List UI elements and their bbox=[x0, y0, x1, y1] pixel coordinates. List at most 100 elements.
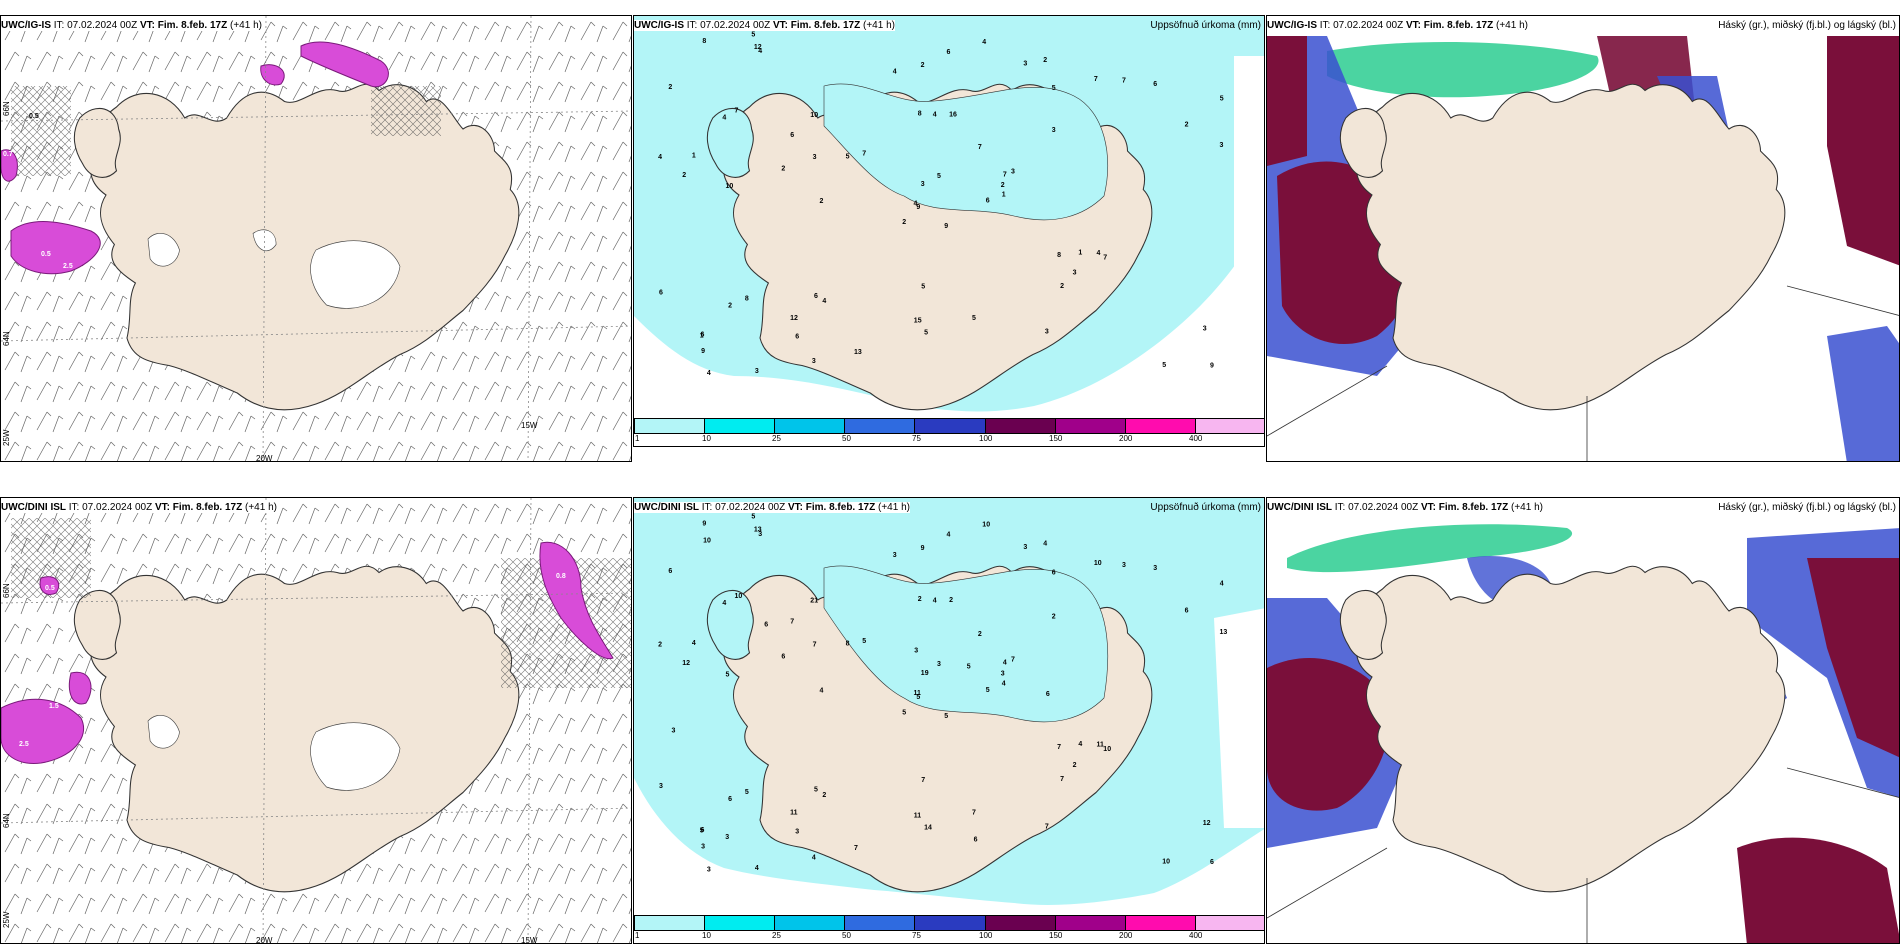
precip-value: 3 bbox=[1203, 325, 1207, 332]
lat-label-64n: 64N bbox=[2, 331, 11, 346]
precip-value: 2 bbox=[1073, 762, 1077, 769]
panel-field-label: Uppsöfnuð úrkoma (mm) bbox=[1150, 502, 1261, 513]
precip-value: 4 bbox=[933, 597, 937, 604]
precip-value: 8 bbox=[745, 295, 749, 302]
precip-value: 2 bbox=[1052, 613, 1056, 620]
precip-value: 4 bbox=[755, 865, 759, 872]
precip-value: 5 bbox=[972, 315, 976, 322]
cloud-map bbox=[1267, 16, 1899, 461]
precip-value: 10 bbox=[735, 593, 743, 600]
precip-value: 3 bbox=[707, 867, 711, 874]
panel-field-label: Uppsöfnuð úrkoma (mm) bbox=[1150, 20, 1261, 31]
precip-value: 6 bbox=[659, 290, 663, 297]
precip-value: 3 bbox=[701, 844, 705, 851]
precip-value: 4 bbox=[707, 370, 711, 377]
precip-value: 5 bbox=[846, 153, 850, 160]
precip-value: 5 bbox=[986, 687, 990, 694]
precip-value: 3 bbox=[937, 661, 941, 668]
magenta-value: 0.7 bbox=[3, 151, 13, 158]
precip-value: 7 bbox=[1057, 744, 1061, 751]
precip-value: 5 bbox=[751, 513, 755, 520]
precip-value: 2 bbox=[1001, 182, 1005, 189]
precip-value: 7 bbox=[1045, 823, 1049, 830]
precip-value: 8 bbox=[918, 111, 922, 118]
precip-value: 5 bbox=[902, 710, 906, 717]
lat-label-66n: 66N bbox=[2, 583, 11, 598]
precip-value: 4 bbox=[1002, 681, 1006, 688]
precip-value: 9 bbox=[921, 545, 925, 552]
precip-map: 9496742165649105233878796437722834153107… bbox=[634, 16, 1264, 446]
precip-value: 4 bbox=[722, 600, 726, 607]
precip-value: 5 bbox=[862, 638, 866, 645]
precip-value: 5 bbox=[726, 672, 730, 679]
precip-value: 9 bbox=[944, 223, 948, 230]
precip-value: 4 bbox=[893, 68, 897, 75]
map-panel-clouds-dini bbox=[1266, 497, 1900, 944]
precip-value: 3 bbox=[795, 829, 799, 836]
precip-value: 5 bbox=[921, 284, 925, 291]
precip-value: 21 bbox=[810, 598, 818, 605]
precip-value: 5 bbox=[924, 329, 928, 336]
precip-value: 7 bbox=[813, 641, 817, 648]
precip-value: 6 bbox=[1046, 691, 1050, 698]
precip-value: 7 bbox=[790, 619, 794, 626]
precip-value: 9 bbox=[701, 348, 705, 355]
precip-value: 1 bbox=[1078, 250, 1082, 257]
precip-value: 7 bbox=[972, 810, 976, 817]
panel-title: UWC/IG-IS IT: 07.02.2024 00Z VT: Fim. 8.… bbox=[1, 20, 262, 31]
precip-value: 10 bbox=[1103, 746, 1111, 753]
precip-value: 6 bbox=[814, 293, 818, 300]
precip-value: 10 bbox=[1094, 560, 1102, 567]
precip-value: 6 bbox=[668, 568, 672, 575]
precip-map: 5456424265365452422553347101091271311111… bbox=[634, 498, 1264, 943]
precip-value: 11 bbox=[914, 690, 922, 697]
precip-value: 4 bbox=[1097, 250, 1101, 257]
precip-value: 19 bbox=[921, 670, 929, 677]
precip-value: 2 bbox=[921, 62, 925, 69]
precip-value: 1 bbox=[1002, 191, 1006, 198]
precip-value: 3 bbox=[672, 727, 676, 734]
panel-header: UWC/DINI ISL IT: 07.02.2024 00Z VT: Fim.… bbox=[633, 502, 1265, 516]
precip-value: 6 bbox=[974, 837, 978, 844]
precip-value: 10 bbox=[1162, 859, 1170, 866]
magenta-value: 2.5 bbox=[63, 263, 73, 270]
precip-values: 5456424265365452422553347101091271311111… bbox=[658, 513, 1227, 873]
precip-value: 7 bbox=[921, 777, 925, 784]
precip-value: 8 bbox=[846, 641, 850, 648]
precip-value: 6 bbox=[790, 132, 794, 139]
precip-value: 7 bbox=[1103, 254, 1107, 261]
lat-label-66n: 66N bbox=[2, 101, 11, 116]
precip-value: 6 bbox=[701, 827, 705, 834]
precip-legend bbox=[634, 915, 1264, 931]
precip-value: 7 bbox=[1003, 172, 1007, 179]
magenta-value: 0.5 bbox=[45, 585, 55, 592]
magenta-value: 0.5 bbox=[41, 251, 51, 258]
precip-value: 4 bbox=[982, 39, 986, 46]
precip-value: 8 bbox=[702, 38, 706, 45]
precip-value: 5 bbox=[1220, 96, 1224, 103]
precip-value: 7 bbox=[1094, 76, 1098, 83]
panel-title: UWC/IG-IS IT: 07.02.2024 00Z VT: Fim. 8.… bbox=[634, 20, 895, 31]
precip-value: 5 bbox=[937, 173, 941, 180]
panel-title: UWC/DINI ISL IT: 07.02.2024 00Z VT: Fim.… bbox=[1, 502, 277, 513]
panel-title: UWC/IG-IS IT: 07.02.2024 00Z VT: Fim. 8.… bbox=[1267, 20, 1528, 31]
precip-value: 3 bbox=[1023, 61, 1027, 68]
precip-value: 3 bbox=[1220, 142, 1224, 149]
precip-value: 12 bbox=[1203, 820, 1211, 827]
precip-value: 7 bbox=[862, 151, 866, 158]
precip-value: 2 bbox=[820, 198, 824, 205]
precip-values: 9496742165649105233878796437722834153107… bbox=[658, 31, 1224, 377]
map-panel-wind-ig: 2.5 0.7 0.5 0.5 20W 15W 66N 64N 25W bbox=[0, 15, 632, 462]
lon-label-25w: 25W bbox=[2, 911, 11, 928]
precip-value: 6 bbox=[781, 654, 785, 661]
precip-value: 6 bbox=[795, 333, 799, 340]
precip-value: 3 bbox=[914, 648, 918, 655]
precip-value: 5 bbox=[944, 713, 948, 720]
precip-value: 3 bbox=[812, 358, 816, 365]
precip-value: 2 bbox=[822, 792, 826, 799]
precip-value: 3 bbox=[755, 368, 759, 375]
cloud-map bbox=[1267, 498, 1899, 943]
map-panel-precip-dini: 5 4 5 6 4 2 4 2 6 5 3 6 5 4 5 2 4 2 2 5 5 3 3 4 7 10 10 9 12 7 13 11 11 1… bbox=[633, 497, 1265, 944]
lat-label-64n: 64N bbox=[2, 813, 11, 828]
precip-value: 3 bbox=[893, 552, 897, 559]
